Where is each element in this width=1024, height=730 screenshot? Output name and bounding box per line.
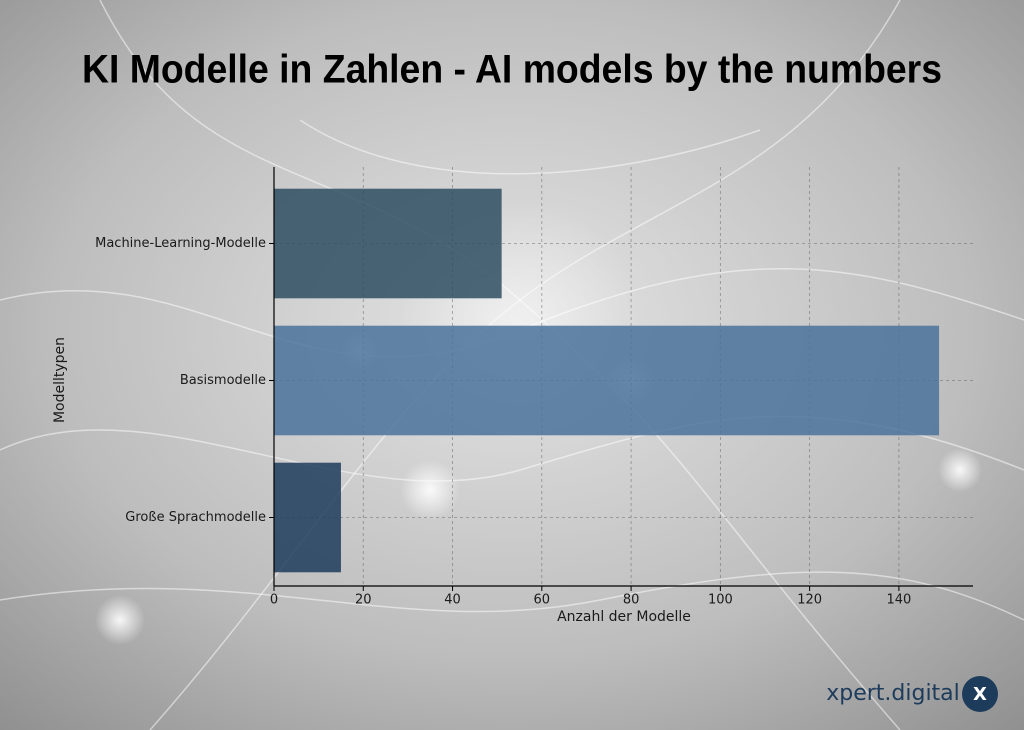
x-tick-label: 0 [270, 593, 278, 608]
x-tick-label: 100 [708, 593, 733, 608]
y-tick-label: Große Sprachmodelle [125, 510, 266, 525]
x-tick-label: 40 [444, 593, 461, 608]
y-tick-label: Basismodelle [180, 373, 266, 388]
chart-title: KI Modelle in Zahlen - AI models by the … [82, 48, 942, 92]
x-axis-label: Anzahl der Modelle [557, 609, 691, 625]
bar [274, 325, 940, 436]
x-tick-label: 120 [797, 593, 822, 608]
x-tick-label: 140 [886, 593, 911, 608]
brand-logo-circle [962, 676, 998, 712]
bar [274, 188, 502, 299]
bar [274, 462, 341, 573]
y-tick-label: Machine-Learning-Modelle [95, 236, 266, 251]
brand-name: xpert.digital [826, 681, 960, 706]
x-tick-label: 60 [534, 593, 551, 608]
x-tick-label: 20 [355, 593, 372, 608]
brand-logo: X [973, 684, 987, 705]
x-tick-label: 80 [623, 593, 640, 608]
y-axis-label: Modelltypen [52, 337, 68, 423]
